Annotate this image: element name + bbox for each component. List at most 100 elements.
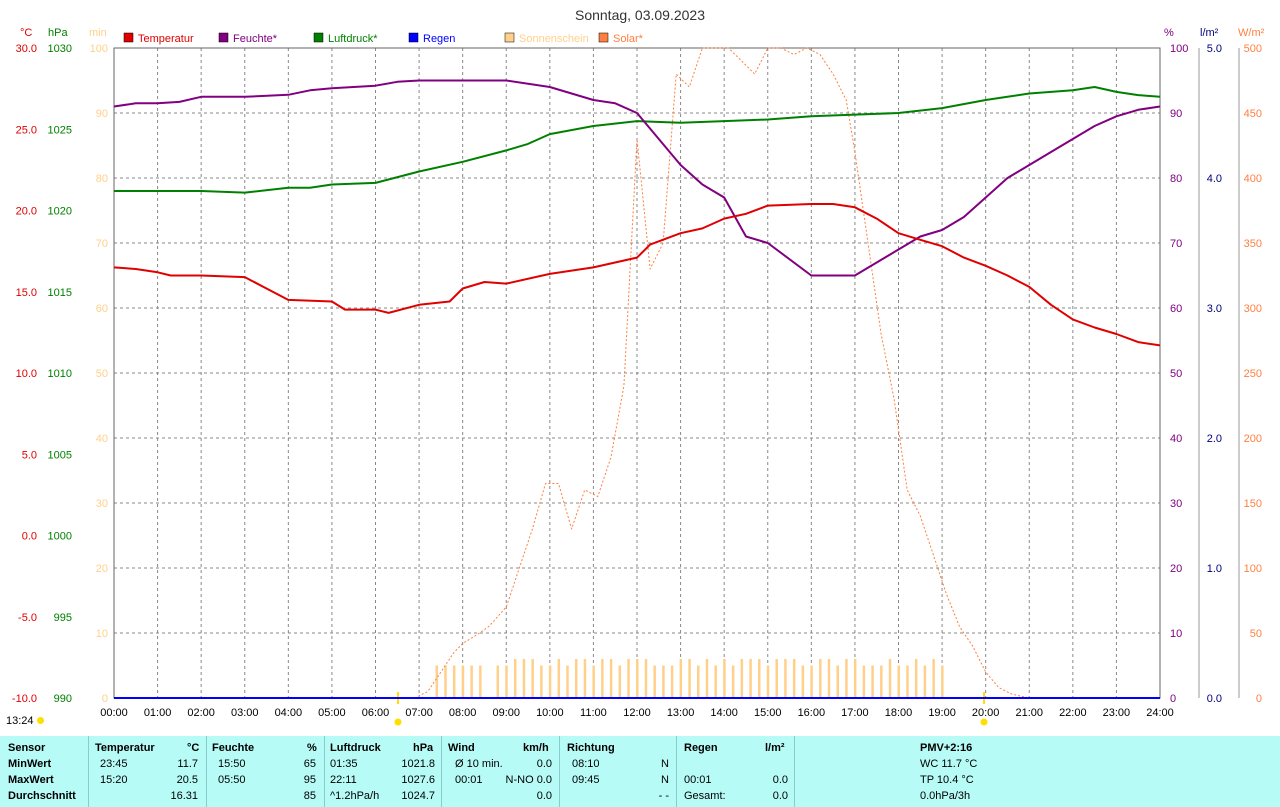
solar-line	[414, 47, 1030, 699]
sunshine-bar	[697, 665, 700, 698]
pressure-tick-label: 995	[54, 612, 72, 624]
sunshine-bar	[810, 665, 813, 698]
stat-wind-val: N-NO 0.0	[505, 774, 552, 786]
minutes-tick-label: 30	[96, 498, 108, 510]
header-wind: Wind	[448, 742, 475, 754]
sunshine-bar	[566, 665, 569, 698]
sunshine-bar	[636, 659, 639, 698]
stat-wind-time: 00:01	[455, 774, 483, 786]
minutes-tick-label: 10	[96, 628, 108, 640]
sunshine-bar	[740, 659, 744, 698]
stat-rain-val: 0.0	[772, 790, 788, 802]
x-tick-label: 22:00	[1059, 707, 1087, 719]
legend-label: Luftdruck*	[328, 33, 378, 45]
x-tick-label: 06:00	[362, 707, 390, 719]
header-sensor: Sensor	[8, 742, 46, 754]
percent-tick-label: 60	[1170, 303, 1182, 315]
x-tick-label: 03:00	[231, 707, 259, 719]
solar-axis-unit: W/m²	[1238, 27, 1265, 39]
solar-tick-label: 350	[1244, 238, 1262, 250]
sun-dot-icon	[36, 717, 44, 724]
pressure-tick-label: 1015	[48, 287, 72, 299]
header-pressure-unit: hPa	[413, 742, 434, 754]
pressure-axis-unit: hPa	[48, 27, 68, 39]
x-tick-label: 15:00	[754, 707, 782, 719]
divider	[324, 736, 325, 807]
series	[113, 47, 1161, 699]
percent-tick-label: 80	[1170, 173, 1182, 185]
sunshine-bar	[618, 665, 622, 698]
sunshine-bar	[548, 665, 552, 698]
stat-press-val: 1024.7	[401, 790, 435, 802]
pressure-tick-label: 1025	[48, 124, 72, 136]
x-tick-label: 13:00	[667, 707, 695, 719]
stat-dir-val: - -	[658, 790, 669, 802]
stats-table: Sensor Temperatur °C Feuchte % Luftdruck…	[0, 736, 1280, 807]
rain-tick-label: 5.0	[1207, 43, 1222, 55]
sunshine-bar	[792, 659, 796, 698]
stat-temp-time: 15:20	[100, 774, 128, 786]
stat-wind-time: Ø 10 min.	[455, 758, 503, 770]
percent-tick-label: 0	[1170, 693, 1176, 705]
stat-press-val: 1027.6	[401, 774, 435, 786]
x-tick-label: 23:00	[1103, 707, 1131, 719]
stat-hum-val: 65	[303, 758, 316, 770]
sunshine-bar	[758, 659, 761, 698]
header-rain: Regen	[684, 742, 718, 754]
temp-tick-label: 30.0	[16, 43, 37, 55]
temp-tick-label: 15.0	[16, 287, 37, 299]
humidity-line	[113, 79, 1161, 277]
solar-tick-label: 500	[1244, 43, 1262, 55]
x-tick-label: 09:00	[492, 707, 520, 719]
stat-press-val: 1021.8	[401, 758, 435, 770]
header-wind-unit: km/h	[523, 742, 549, 754]
legend: Temperatur Feuchte* Luftdruck* Regen Sonnens…	[123, 32, 644, 45]
temp-tick-label: 25.0	[16, 124, 37, 136]
sunshine-bar	[496, 665, 500, 698]
divider	[676, 736, 677, 807]
stat-press-time: 22:11	[330, 774, 357, 786]
sunshine-bar	[888, 659, 892, 698]
minutes-tick-label: 60	[96, 303, 108, 315]
sunshine-bar	[452, 665, 456, 698]
stat-rain-val: 0.0	[772, 774, 788, 786]
divider	[88, 736, 89, 807]
stat-temp-val: 11.7	[177, 758, 198, 770]
sun-dot-icon	[980, 718, 988, 726]
header-pressure: Luftdruck	[330, 742, 381, 754]
stat-label: MinWert	[8, 758, 52, 770]
stat-hum-time: 15:50	[218, 758, 246, 770]
stat-pmv: TP 10.4 °C	[920, 774, 974, 786]
minutes-axis-unit: min	[89, 27, 107, 39]
header-humidity: Feuchte	[212, 742, 255, 754]
header-rain-unit: l/m²	[765, 742, 785, 754]
solar-tick-label: 250	[1244, 368, 1262, 380]
divider	[559, 736, 560, 807]
sunshine-bar	[853, 659, 857, 698]
rain-tick-label: 0.0	[1207, 693, 1222, 705]
percent-tick-label: 100	[1170, 43, 1188, 55]
sunshine-bar	[505, 665, 508, 698]
stat-pmv: 0.0hPa/3h	[920, 790, 971, 802]
sun-dot-icon	[394, 718, 402, 726]
sunshine-bar	[705, 659, 709, 698]
stat-pmv: WC 11.7 °C	[920, 758, 978, 770]
sunshine-bar	[670, 665, 674, 698]
sunshine-bar	[923, 665, 927, 698]
percent-tick-label: 40	[1170, 433, 1182, 445]
minutes-tick-label: 50	[96, 368, 108, 380]
solar-tick-label: 0	[1256, 693, 1262, 705]
sunshine-bar	[871, 665, 874, 698]
temp-axis-unit: °C	[20, 27, 32, 39]
percent-tick-label: 90	[1170, 108, 1182, 120]
minutes-tick-label: 80	[96, 173, 108, 185]
pressure-tick-label: 1005	[48, 449, 72, 461]
sunshine-bar	[601, 659, 604, 698]
x-tick-label: 17:00	[841, 707, 869, 719]
sunshine-bar	[627, 659, 630, 698]
pressure-tick-label: 1020	[48, 206, 72, 218]
grid	[113, 47, 1161, 699]
sunshine-bar	[784, 659, 787, 698]
chart-title: Sonntag, 03.09.2023	[575, 7, 705, 23]
sunshine-bar	[583, 659, 587, 698]
